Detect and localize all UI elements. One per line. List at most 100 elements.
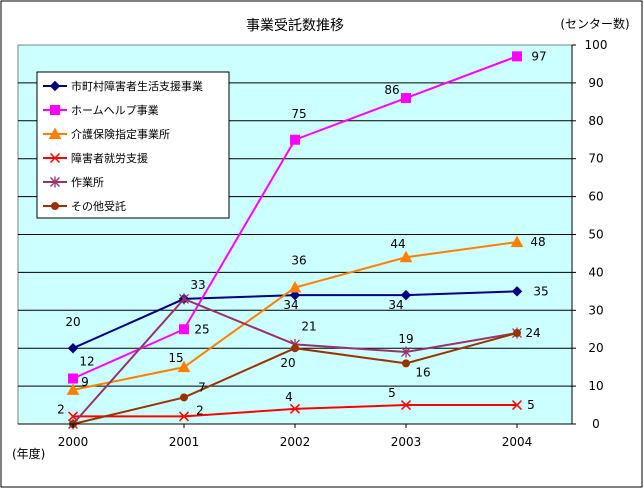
- y-tick-label: 80: [588, 114, 603, 128]
- data-label: 20: [65, 315, 80, 329]
- data-point: [178, 411, 190, 422]
- data-label: 5: [527, 398, 535, 412]
- x-tick-label: 2002: [280, 435, 311, 449]
- data-point: [288, 281, 302, 293]
- x-tick-label: 2000: [58, 435, 89, 449]
- legend-marker: [49, 152, 61, 164]
- y-tick-label: 60: [588, 190, 603, 204]
- data-label: 15: [168, 351, 183, 365]
- y-tick-label: 50: [588, 228, 603, 242]
- x-tick-label: 2004: [502, 435, 533, 449]
- data-label: 48: [530, 235, 545, 249]
- data-point: [402, 359, 410, 368]
- legend-marker: [49, 80, 61, 92]
- data-point: [290, 134, 300, 145]
- data-label: 36: [291, 254, 306, 268]
- data-label: 20: [280, 356, 295, 370]
- data-point-stroke: [67, 411, 79, 422]
- y-tick-label: 90: [588, 76, 603, 90]
- legend-label: 作業所: [71, 176, 104, 189]
- data-label: 33: [190, 278, 205, 292]
- data-label: 86: [384, 83, 399, 97]
- data-label: 4: [285, 390, 293, 404]
- data-point: [400, 400, 412, 411]
- data-point-stroke: [400, 400, 412, 411]
- legend-entry: 介護保険指定事業所: [43, 127, 170, 141]
- legend-label: 介護保険指定事業所: [71, 127, 170, 141]
- data-point: [68, 373, 78, 384]
- data-label: 16: [415, 365, 430, 379]
- data-label: 44: [390, 237, 405, 251]
- data-point: [512, 51, 522, 62]
- legend-marker: [50, 176, 60, 188]
- data-label: 25: [194, 322, 209, 336]
- data-label: 97: [531, 49, 546, 63]
- series-3: [67, 400, 523, 422]
- legend-marker: [51, 202, 59, 210]
- data-label: 12: [79, 355, 94, 369]
- axis-layer: 0 10 20 30 40 50 60 70 80 90 100 2000 2001 2002 2003 20…: [18, 38, 607, 449]
- data-label: 9: [81, 375, 89, 389]
- y-tick-label: 30: [588, 303, 603, 317]
- data-label: 21: [301, 319, 316, 333]
- data-label: 34: [283, 298, 298, 312]
- data-point: [289, 403, 301, 414]
- data-point: [179, 293, 189, 305]
- series-1: [68, 51, 522, 384]
- data-label: 24: [525, 326, 540, 340]
- legend-label: ホームヘルプ事業: [71, 104, 159, 117]
- legend-entry: 市町村障害者生活支援事業: [43, 79, 203, 93]
- legend-marker: [48, 127, 62, 139]
- series-5: [69, 329, 521, 428]
- legend-label: その他受託: [71, 199, 126, 213]
- legend-label: 市町村障害者生活支援事業: [71, 79, 203, 93]
- data-label: 7: [198, 380, 206, 394]
- data-point: [291, 344, 299, 353]
- data-point: [510, 235, 524, 248]
- data-point: [67, 342, 79, 354]
- y-tick-label: 100: [585, 38, 608, 52]
- data-point: [511, 286, 523, 297]
- y-axis-label: (センター数): [560, 16, 629, 31]
- legend-box: [36, 71, 230, 219]
- legend-entry: ホームヘルプ事業: [43, 104, 159, 117]
- data-label: 2: [57, 402, 65, 416]
- x-tick-label: 2003: [391, 435, 422, 449]
- y-tick-label: 20: [588, 341, 603, 355]
- data-label: 2: [196, 403, 204, 417]
- data-label: 75: [291, 107, 306, 121]
- x-tick-label: 2001: [169, 435, 200, 449]
- legend: 市町村障害者生活支援事業ホームヘルプ事業介護保険指定事業所障害者就労支援作業所そ…: [36, 71, 230, 219]
- data-point: [399, 250, 413, 263]
- series-layer: [66, 51, 524, 430]
- legend-marker: [50, 105, 60, 115]
- legend-entry: その他受託: [43, 199, 126, 213]
- data-point: [513, 329, 521, 338]
- data-point: [511, 400, 523, 411]
- data-label: 5: [388, 386, 396, 400]
- data-point-stroke: [178, 411, 190, 422]
- data-point-stroke: [511, 400, 523, 411]
- y-tick-label: 70: [588, 152, 603, 166]
- data-point: [66, 383, 80, 395]
- legend-entry: 作業所: [43, 176, 104, 189]
- x-axis-label: (年度): [12, 446, 45, 461]
- data-point-stroke: [289, 403, 301, 414]
- y-tick-label: 40: [588, 265, 603, 279]
- data-point: [180, 393, 188, 402]
- data-point: [289, 289, 301, 301]
- data-label: 19: [398, 332, 413, 346]
- data-label: 34: [388, 298, 403, 312]
- data-point: [400, 289, 412, 301]
- legend-entry: 障害者就労支援: [43, 151, 148, 165]
- data-point: [177, 360, 191, 373]
- data-point: [179, 324, 189, 335]
- data-point: [401, 93, 411, 104]
- series-2: [66, 235, 524, 395]
- y-tick-label: 0: [592, 417, 600, 431]
- data-label: 35: [533, 284, 548, 298]
- data-point: [401, 346, 411, 358]
